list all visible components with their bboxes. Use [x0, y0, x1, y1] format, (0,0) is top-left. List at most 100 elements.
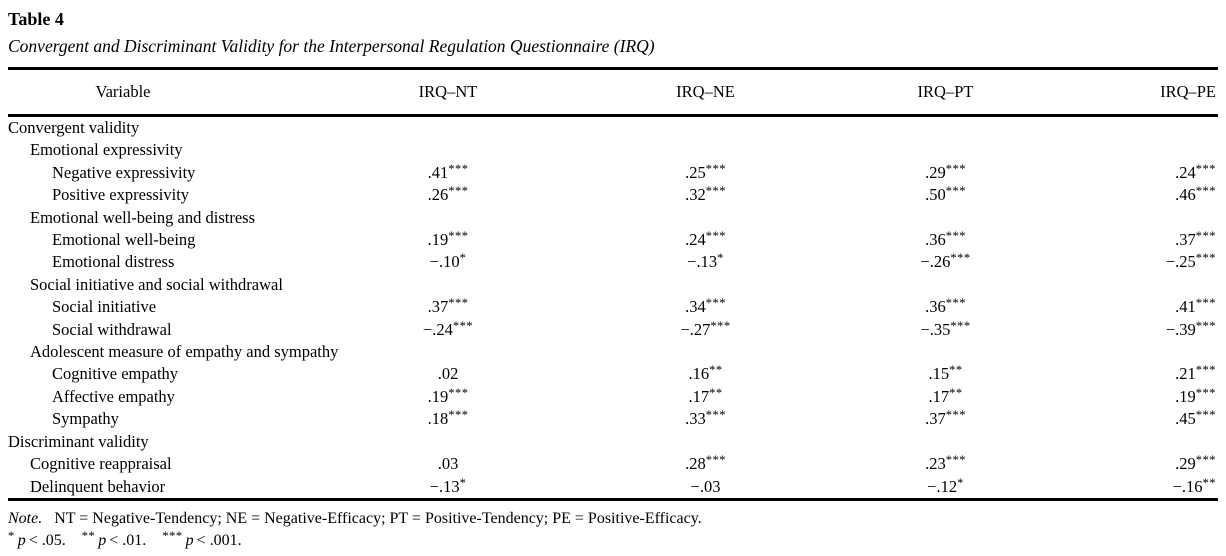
correlation-value: .23***: [813, 453, 1078, 475]
correlation-value: −.12*: [813, 476, 1078, 500]
table-row: Negative expressivity .41*** .25*** .29***.…: [8, 162, 1218, 184]
table-row: Emotional well-being .19*** .24*** .36*** .3…: [8, 229, 1218, 251]
correlation-value: [298, 274, 598, 296]
p-threshold: < .001.: [196, 531, 242, 549]
correlation-value: .41***: [298, 162, 598, 184]
value-number: .36: [925, 230, 946, 250]
significance-stars: *: [957, 475, 964, 490]
note-text: NT = Negative-Tendency; NE = Negative-Ef…: [54, 509, 702, 527]
correlation-value: −.27***: [598, 319, 813, 341]
table-row: Emotional well-being and distress: [8, 207, 1218, 229]
correlation-value: −.24***: [298, 319, 598, 341]
header-row: Variable IRQ–NT IRQ–NE IRQ–PT IRQ–PE: [8, 68, 1218, 117]
correlation-value: [813, 431, 1078, 453]
correlation-value: .17**: [598, 386, 813, 408]
correlation-value: .37***: [1078, 229, 1218, 251]
table-note: Note. NT = Negative-Tendency; NE = Negati…: [8, 508, 1218, 529]
correlation-value: [598, 207, 813, 229]
correlation-value: .19***: [298, 386, 598, 408]
correlation-value: [813, 139, 1078, 161]
table-row: Cognitive reappraisal .03.28*** .23*** .29*…: [8, 453, 1218, 475]
significance-stars: **: [81, 528, 96, 543]
row-label: Social withdrawal: [52, 319, 172, 339]
correlation-value: .32***: [598, 184, 813, 206]
value-number: .19: [427, 230, 449, 250]
significance-stars: *: [8, 528, 15, 543]
table-row: Positive expressivity .26*** .32*** .50***.…: [8, 184, 1218, 206]
correlation-value: .19***: [1078, 386, 1218, 408]
value-number: −.26: [920, 252, 951, 272]
value-number: .18: [427, 409, 449, 429]
correlation-value: .15**: [813, 363, 1078, 385]
row-label: Negative expressivity: [52, 162, 196, 182]
significance-stars: ***: [1195, 251, 1216, 266]
correlation-value: −.26***: [813, 251, 1078, 273]
row-label: Delinquent behavior: [30, 476, 166, 496]
table-row: Discriminant validity: [8, 431, 1218, 453]
value-number: .37: [427, 297, 449, 317]
significance-stars: ***: [945, 229, 966, 244]
value-number: .26: [427, 185, 449, 205]
validity-table: Variable IRQ–NT IRQ–NE IRQ–PT IRQ–PE Converg…: [8, 67, 1218, 501]
significance-stars: ***: [448, 229, 469, 244]
value-number: .46: [1175, 185, 1196, 205]
value-number: .29: [925, 162, 946, 182]
significance-stars: **: [1202, 475, 1216, 490]
value-number: .41: [427, 162, 449, 182]
correlation-value: .36***: [813, 229, 1078, 251]
significance-stars: **: [949, 385, 963, 400]
row-label: Adolescent measure of empathy and sympat…: [30, 342, 339, 362]
correlation-value: .28***: [598, 453, 813, 475]
value-number: .24: [685, 230, 706, 250]
correlation-value: .21***: [1078, 363, 1218, 385]
row-label: Emotional well-being and distress: [30, 207, 255, 227]
significance-stars: ***: [945, 408, 966, 423]
row-label: Emotional distress: [52, 252, 175, 272]
correlation-value: .24***: [1078, 162, 1218, 184]
significance-stars: ***: [448, 408, 469, 423]
correlation-value: [1078, 207, 1218, 229]
p-symbol: p: [185, 531, 194, 549]
correlation-value: [298, 139, 598, 161]
correlation-value: .37***: [813, 408, 1078, 430]
correlation-value: .41***: [1078, 296, 1218, 318]
significance-stars: ***: [448, 296, 469, 311]
value-number: .41: [1175, 297, 1196, 317]
value-number: .45: [1175, 409, 1196, 429]
significance-stars: ***: [705, 184, 726, 199]
row-label: Social initiative and social withdrawal: [30, 274, 283, 294]
table-number: Table 4: [8, 9, 64, 29]
table-body: Convergent validity Emotional expressivit…: [8, 116, 1218, 500]
correlation-value: [298, 341, 598, 363]
row-label: Emotional expressivity: [30, 140, 183, 160]
value-number: .29: [1175, 454, 1196, 474]
correlation-value: −.35***: [813, 319, 1078, 341]
correlation-value: −.10*: [298, 251, 598, 273]
correlation-value: [813, 341, 1078, 363]
row-label: Discriminant validity: [8, 431, 149, 451]
p-threshold: < .05.: [28, 531, 66, 549]
value-number: .36: [925, 297, 946, 317]
value-number: −.12: [927, 476, 958, 496]
significance-stars: ***: [1195, 318, 1216, 333]
correlation-value: [1078, 139, 1218, 161]
correlation-value: [598, 341, 813, 363]
value-number: .50: [925, 185, 946, 205]
value-number: −.27: [680, 319, 711, 339]
value-number: .17: [688, 386, 710, 406]
correlation-value: [598, 431, 813, 453]
correlation-value: .17**: [813, 386, 1078, 408]
correlation-value: [598, 116, 813, 140]
significance-stars: ***: [1195, 408, 1216, 423]
correlation-value: .50***: [813, 184, 1078, 206]
table-row: Social withdrawal −.24*** −.27*** −.35*** −.…: [8, 319, 1218, 341]
value-number: .02: [437, 364, 459, 384]
correlation-value: [298, 431, 598, 453]
correlation-value: −.25***: [1078, 251, 1218, 273]
table-row: Cognitive empathy .02.16** .15** .21***: [8, 363, 1218, 385]
column-header: IRQ–PE: [1078, 68, 1218, 117]
significance-stars: *: [459, 475, 467, 490]
significance-stars: **: [709, 363, 723, 378]
correlation-value: [813, 274, 1078, 296]
value-number: −.24: [422, 319, 453, 339]
